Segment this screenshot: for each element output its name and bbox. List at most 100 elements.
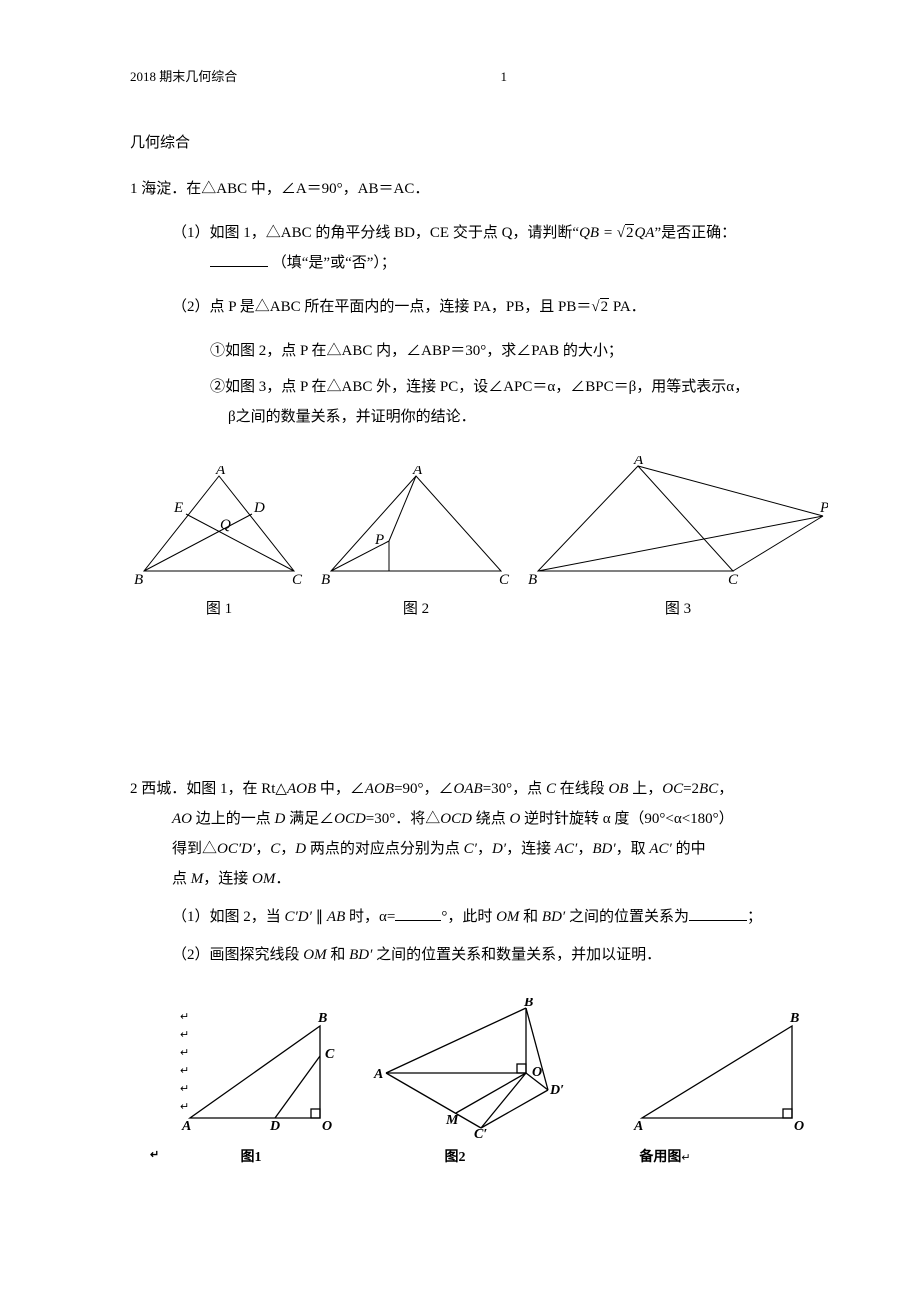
t: 边上的一点 bbox=[192, 811, 275, 827]
p2-cap3: 备用图↵ bbox=[570, 1144, 760, 1172]
p2-fig1: ↵ ↵ ↵ ↵ ↵ ↵ A B C bbox=[150, 1008, 340, 1138]
p1-cap2: 图 2 bbox=[321, 594, 511, 624]
t: ， bbox=[255, 841, 270, 857]
t: O bbox=[509, 811, 520, 827]
t: 时，α= bbox=[345, 909, 395, 925]
lbl-D: D bbox=[253, 500, 265, 516]
t: ； bbox=[747, 909, 762, 925]
t: AO bbox=[172, 811, 192, 827]
fill-blank[interactable] bbox=[395, 905, 441, 921]
lbl-P: P bbox=[819, 500, 828, 516]
t: 满足∠ bbox=[285, 811, 334, 827]
t: OM bbox=[252, 871, 275, 887]
t: C′D′ bbox=[285, 909, 312, 925]
t: ，取 bbox=[616, 841, 650, 857]
p1-q2-2b: β之间的数量关系，并证明你的结论． bbox=[130, 402, 832, 432]
t: OCD bbox=[334, 811, 366, 827]
fill-blank[interactable] bbox=[210, 251, 268, 267]
p1-figures: A B C E D Q A B C bbox=[130, 456, 832, 586]
ret-icon: ↵ bbox=[180, 1029, 189, 1041]
lbl-B: B bbox=[134, 572, 143, 586]
t: OM bbox=[303, 947, 326, 963]
lbl-B: B bbox=[321, 572, 330, 586]
t: BD′ bbox=[542, 909, 565, 925]
t: M bbox=[191, 871, 204, 887]
t: 的中 bbox=[672, 841, 706, 857]
lbl-O: O bbox=[532, 1065, 542, 1080]
t: ， bbox=[577, 841, 592, 857]
p2-cap2: 图2 bbox=[340, 1144, 570, 1172]
lbl-O: O bbox=[322, 1119, 332, 1134]
p2-q1: （1）如图 2，当 C′D′ ∥ AB 时，α=°，此时 OM 和 BD′ 之间… bbox=[130, 902, 832, 932]
t: D′ bbox=[492, 841, 506, 857]
t: D bbox=[295, 841, 306, 857]
lbl-M: M bbox=[445, 1113, 459, 1128]
t: 和 bbox=[327, 947, 350, 963]
fill-blank[interactable] bbox=[689, 905, 747, 921]
t: 中，∠ bbox=[316, 781, 365, 797]
p1-q1-qb: QB bbox=[579, 225, 599, 241]
t: 点 bbox=[172, 871, 191, 887]
p1-fig3: A B C P bbox=[528, 456, 828, 586]
t: C bbox=[546, 781, 556, 797]
t: BD′ bbox=[592, 841, 615, 857]
t: AB bbox=[327, 909, 345, 925]
p1-fig1: A B C E D Q bbox=[134, 466, 304, 586]
ret-icon: ↵ bbox=[150, 1144, 162, 1172]
t: °，此时 bbox=[441, 909, 496, 925]
lbl-A: A bbox=[633, 456, 644, 468]
lbl-C: C bbox=[499, 572, 510, 586]
t: =30°．将△ bbox=[366, 811, 440, 827]
t: ∥ bbox=[312, 909, 327, 925]
lbl-O: O bbox=[794, 1119, 804, 1134]
lbl-C: C bbox=[292, 572, 303, 586]
p1-q2-text: （2）点 P 是△ABC 所在平面内的一点，连接 PA，PB，且 PB＝ bbox=[172, 299, 591, 315]
p2-captions: ↵ 图1 图2 备用图↵ bbox=[130, 1144, 832, 1172]
t: AC′ bbox=[555, 841, 577, 857]
p2-lead: 2 西城．如图 1，在 Rt△AOB 中，∠AOB=90°，∠OAB=30°，点… bbox=[130, 774, 832, 804]
t: OAB bbox=[454, 781, 483, 797]
t: OB bbox=[608, 781, 628, 797]
p2-line4: 点 M，连接 OM． bbox=[130, 864, 832, 894]
header-page-number: 1 bbox=[501, 69, 508, 85]
lbl-B: B bbox=[317, 1011, 327, 1026]
t: OM bbox=[496, 909, 519, 925]
ret-icon: ↵ bbox=[180, 1047, 189, 1059]
lbl-A: A bbox=[181, 1119, 191, 1134]
lbl-A: A bbox=[373, 1067, 383, 1082]
t: ，连接 bbox=[203, 871, 252, 887]
section-title: 几何综合 bbox=[130, 131, 832, 152]
lbl-A: A bbox=[215, 466, 226, 478]
t: 之间的位置关系和数量关系，并加以证明． bbox=[372, 947, 661, 963]
lbl-C: C bbox=[325, 1047, 335, 1062]
t: ， bbox=[280, 841, 295, 857]
t: 绕点 bbox=[472, 811, 510, 827]
lbl-A: A bbox=[412, 466, 423, 478]
p1-q1-text-a: （1）如图 1，△ABC 的角平分线 BD，CE 交于点 Q，请判断“ bbox=[172, 225, 579, 241]
p1-q2-after: PA． bbox=[609, 299, 646, 315]
lbl-B: B bbox=[789, 1011, 799, 1026]
t: AOB bbox=[287, 781, 316, 797]
p2-fig2: A B O M D′ C′ bbox=[366, 998, 596, 1138]
ret-icon: ↵ bbox=[180, 1083, 189, 1095]
page: 2018 期末几何综合 1 几何综合 1 海淀．在△ABC 中，∠A＝90°，A… bbox=[0, 0, 920, 1302]
p2-fig3: A B O bbox=[622, 1008, 812, 1138]
lbl-P: P bbox=[374, 532, 384, 548]
t: OCD bbox=[440, 811, 472, 827]
t: ， bbox=[477, 841, 492, 857]
p1-fig2: A B C P bbox=[321, 466, 511, 586]
problem-1: 1 海淀．在△ABC 中，∠A＝90°，AB＝AC． （1）如图 1，△ABC … bbox=[130, 174, 832, 624]
p1-q1-blank-line: （填“是”或“否”）； bbox=[130, 248, 832, 278]
p1-q1-qa: QA bbox=[634, 225, 654, 241]
t: ， bbox=[718, 781, 733, 797]
t: OC′D′ bbox=[217, 841, 255, 857]
t: 得到△ bbox=[172, 841, 217, 857]
p1-q2-2a: ②如图 3，点 P 在△ABC 外，连接 PC，设∠APC＝α，∠BPC＝β，用… bbox=[130, 372, 832, 402]
sqrt-icon: √2 bbox=[617, 218, 635, 248]
t: 在线段 bbox=[556, 781, 609, 797]
lbl-Dp: D′ bbox=[549, 1083, 564, 1098]
p1-captions: 图 1 图 2 图 3 bbox=[130, 594, 832, 624]
lbl-B: B bbox=[523, 998, 533, 1010]
p1-q1-text-b: ”是否正确： bbox=[654, 225, 736, 241]
lbl-E: E bbox=[173, 500, 183, 516]
